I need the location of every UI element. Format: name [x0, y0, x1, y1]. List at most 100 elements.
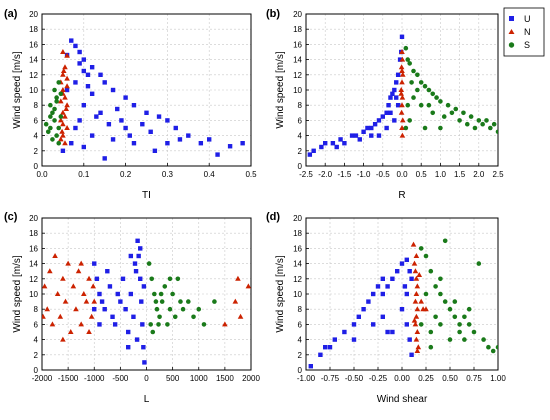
- point-u: [126, 345, 131, 350]
- legend: U N S: [503, 7, 545, 57]
- point-n: [59, 128, 65, 134]
- point-u: [102, 307, 107, 312]
- point-n: [60, 109, 66, 115]
- point-s: [148, 322, 153, 327]
- point-u: [115, 291, 120, 297]
- point-s: [405, 57, 411, 62]
- point-s: [457, 118, 462, 123]
- point-s: [56, 125, 62, 131]
- point-u: [395, 269, 400, 274]
- point-u: [327, 345, 333, 350]
- panel-b-x-tick-label: -2.5: [299, 170, 313, 179]
- point-n: [64, 52, 70, 58]
- point-u: [138, 246, 143, 251]
- point-u: [85, 72, 91, 77]
- point-s: [58, 91, 64, 97]
- point-s: [409, 80, 414, 85]
- panel-c-y-tick-label: 2: [34, 351, 39, 360]
- panel-a-y-tick-label: 2: [34, 147, 39, 156]
- point-u: [69, 141, 74, 146]
- point-s: [438, 125, 443, 131]
- point-u: [120, 276, 126, 281]
- point-u: [392, 87, 397, 93]
- point-u: [215, 152, 220, 157]
- panel-a-y-tick-label: 14: [29, 56, 38, 65]
- point-n: [52, 253, 58, 258]
- point-u: [386, 103, 391, 108]
- panel-d-y-tick-label: 2: [298, 351, 303, 360]
- legend-marker-n: [508, 29, 515, 34]
- point-n: [47, 268, 53, 274]
- point-u: [366, 299, 371, 304]
- point-u: [395, 103, 401, 108]
- point-u: [395, 72, 401, 77]
- point-u: [136, 253, 141, 259]
- point-n: [411, 260, 418, 266]
- legend-label-u: U: [524, 14, 531, 24]
- point-u: [156, 114, 162, 119]
- point-n: [75, 268, 82, 274]
- point-u: [119, 118, 124, 123]
- point-n: [414, 306, 421, 312]
- point-n: [64, 83, 70, 89]
- point-n: [60, 132, 66, 138]
- point-n: [86, 329, 92, 334]
- panel-a-y-tick-label: 20: [29, 10, 38, 19]
- point-s: [172, 314, 178, 320]
- point-s: [150, 329, 156, 335]
- point-s: [403, 45, 409, 51]
- point-n: [65, 260, 71, 266]
- point-s: [56, 80, 62, 85]
- point-u: [128, 291, 134, 297]
- point-n: [398, 87, 405, 92]
- point-u: [132, 261, 138, 266]
- point-u: [227, 144, 233, 149]
- point-u: [94, 276, 100, 281]
- point-n: [412, 298, 419, 304]
- panel-a-y-tick-label: 16: [29, 40, 38, 49]
- point-n: [60, 68, 67, 73]
- point-s: [426, 87, 432, 93]
- point-s: [490, 348, 496, 354]
- panel-a-y-tick-label: 12: [29, 71, 38, 80]
- point-n: [399, 132, 406, 138]
- point-s: [43, 121, 49, 127]
- point-u: [102, 156, 107, 161]
- point-u: [399, 307, 405, 312]
- point-s: [445, 102, 451, 108]
- point-s: [476, 118, 482, 123]
- panel-a-y-tick-label: 18: [29, 25, 38, 34]
- point-n: [58, 136, 64, 142]
- point-n: [399, 79, 405, 85]
- point-n: [411, 317, 418, 323]
- point-u: [323, 345, 328, 350]
- point-n: [60, 275, 66, 281]
- point-s: [442, 238, 448, 244]
- point-u: [106, 122, 112, 127]
- panel-b-x-tick-label: -2.0: [318, 170, 332, 179]
- point-u: [409, 352, 414, 357]
- panel-b-x-tick-label: 2.5: [492, 170, 504, 179]
- panel-c-y-tick-label: 0: [34, 366, 39, 375]
- point-s: [159, 299, 165, 304]
- point-s: [415, 87, 420, 93]
- point-u: [361, 129, 366, 134]
- point-s: [153, 299, 159, 304]
- panel-b-x-tick-label: 1.0: [435, 170, 447, 179]
- point-u: [110, 314, 115, 319]
- point-n: [60, 71, 66, 77]
- point-n: [413, 253, 420, 258]
- point-s: [423, 291, 429, 297]
- point-u: [64, 87, 70, 93]
- point-s: [441, 114, 447, 119]
- point-s: [462, 337, 467, 342]
- point-n: [62, 94, 68, 100]
- panel-c-x-tick-label: 0: [144, 374, 149, 383]
- point-n: [245, 283, 251, 289]
- point-u: [98, 72, 103, 77]
- panel-d-x-tick-label: 0.75: [466, 374, 482, 383]
- panel-d-x-tick-label: -0.25: [369, 374, 388, 383]
- point-s: [418, 80, 424, 85]
- point-u: [394, 80, 399, 85]
- point-s: [495, 129, 498, 135]
